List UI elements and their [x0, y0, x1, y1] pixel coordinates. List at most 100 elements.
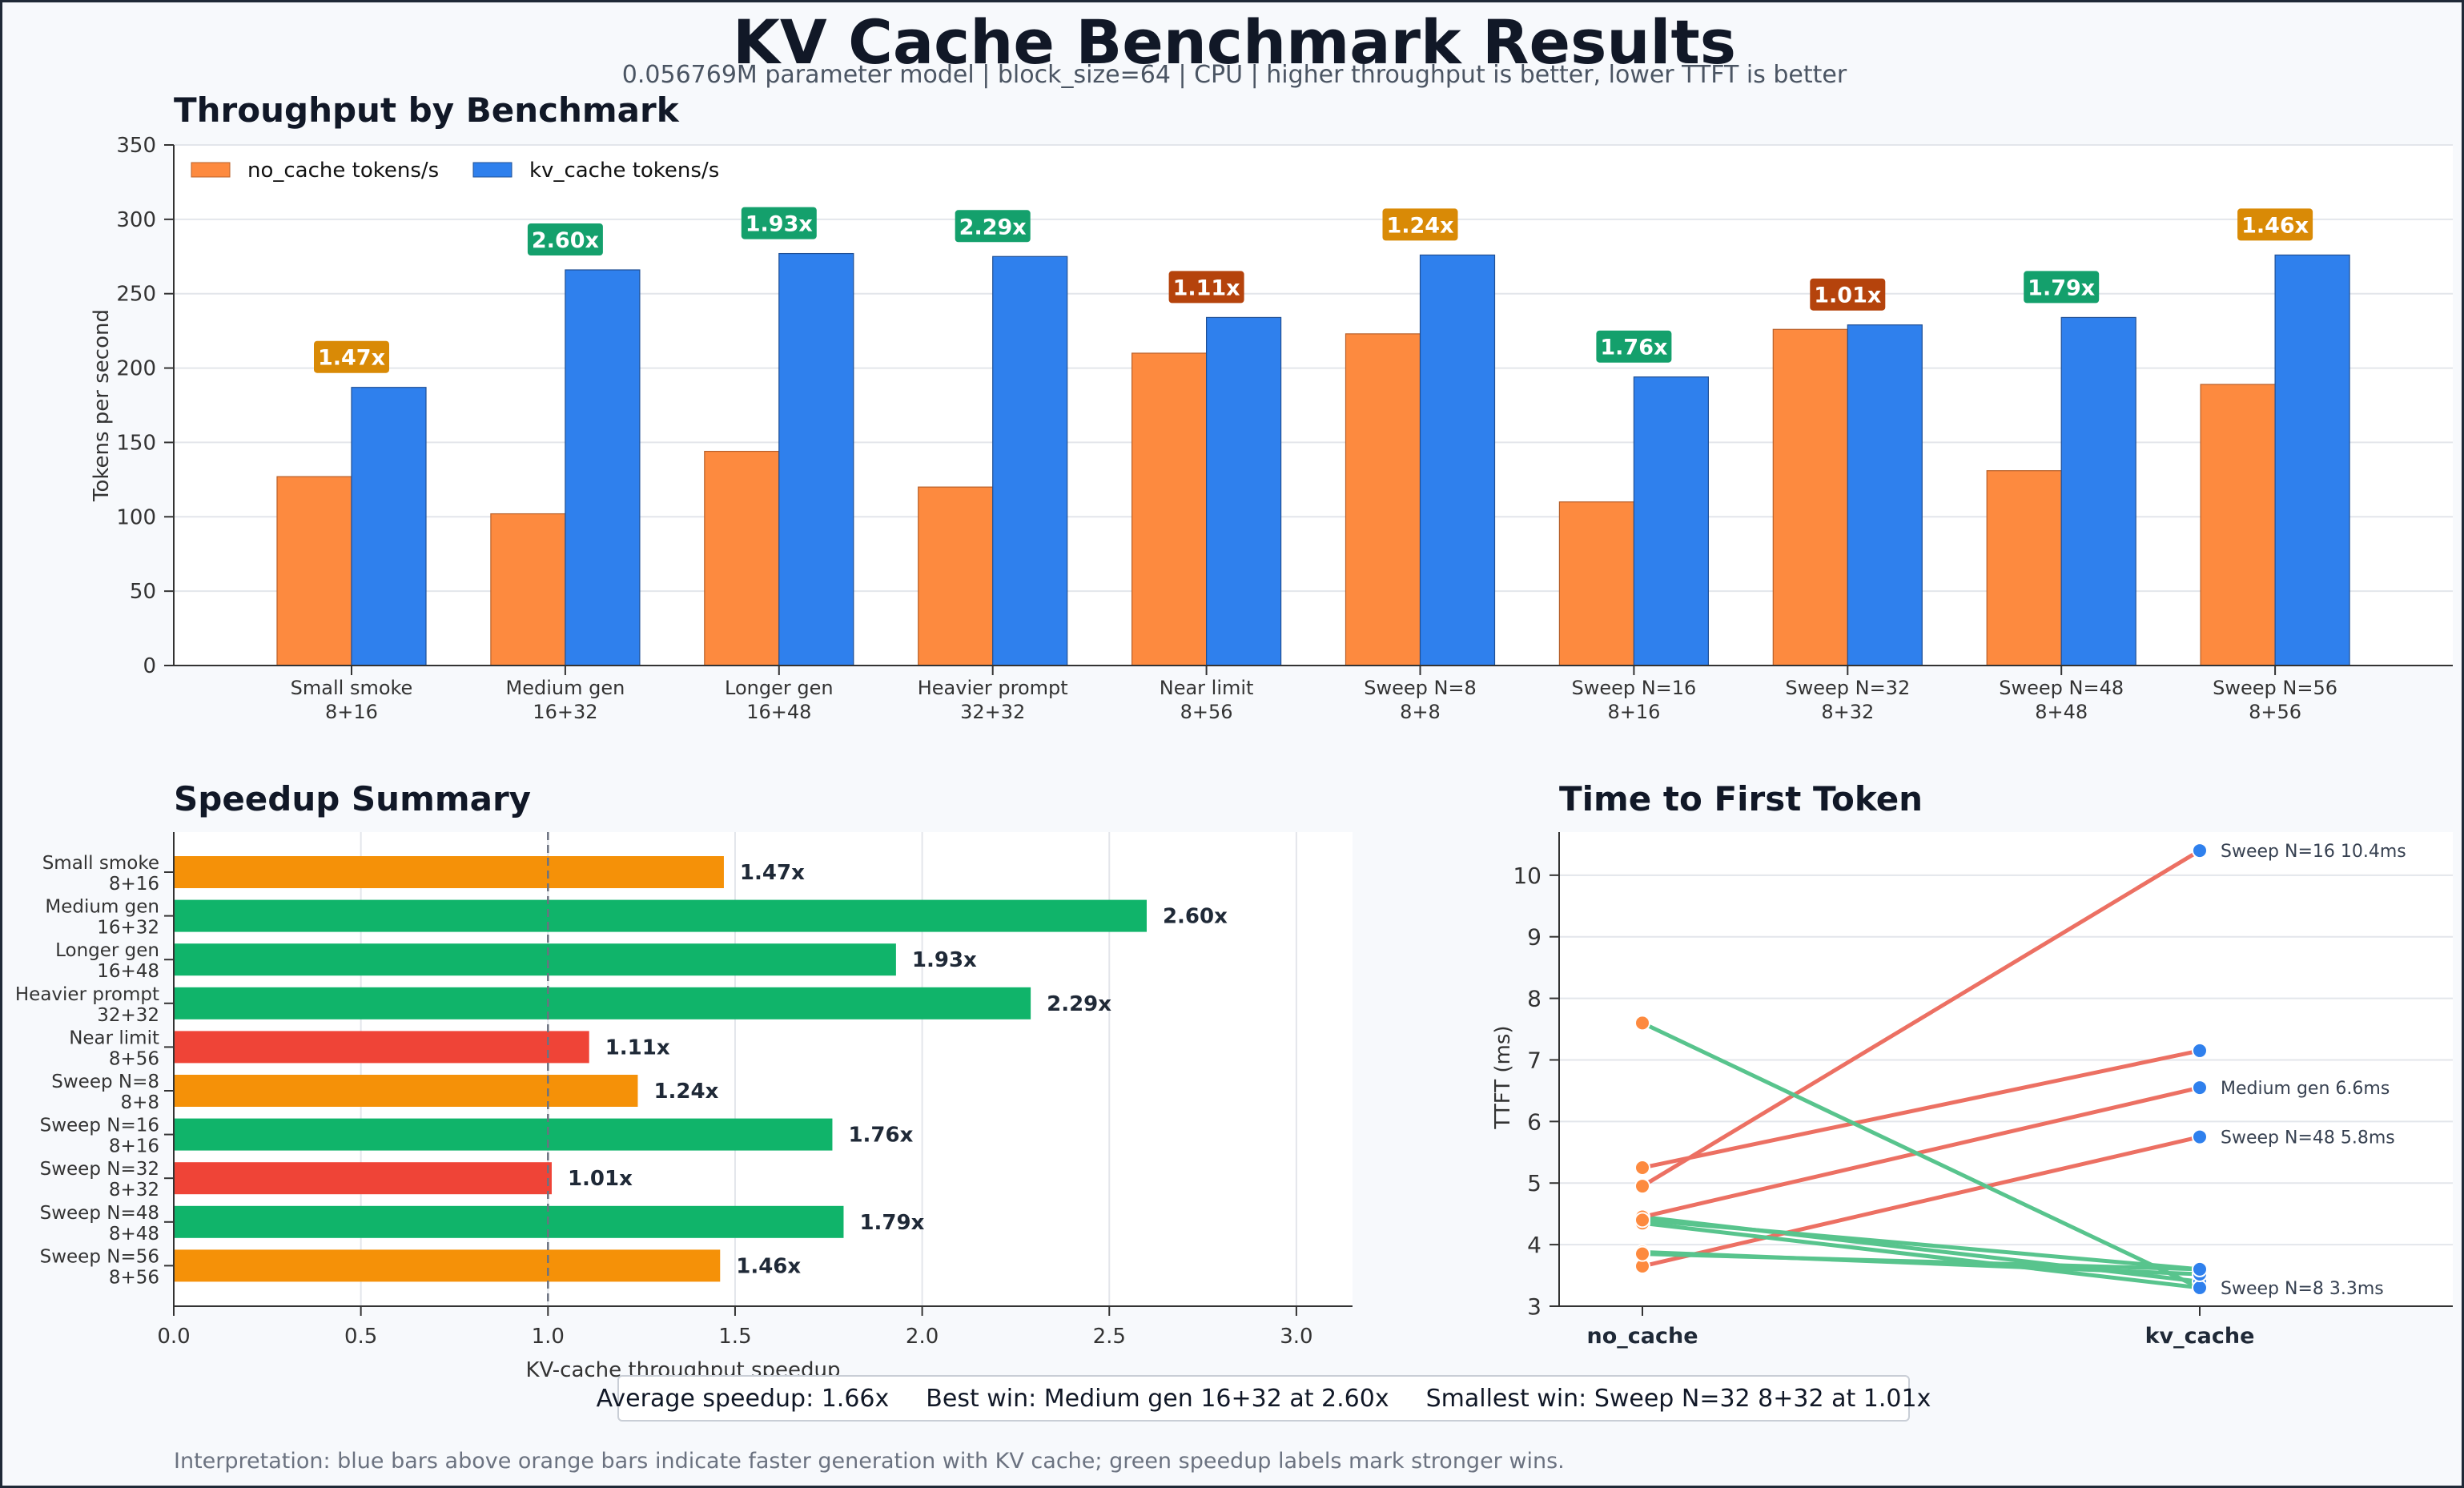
x-tick-label: 0.5 — [344, 1325, 377, 1349]
speedup-annotation-badge — [1810, 278, 1886, 311]
throughput-chart-title: Throughput by Benchmark — [174, 90, 679, 130]
speedup-bar-label: 1.93x — [912, 948, 977, 972]
x-tick-label: Sweep N=48 — [1999, 677, 2124, 699]
x-tick-label: Sweep N=56 — [2213, 677, 2337, 699]
legend-swatch-kv-cache — [472, 162, 512, 178]
speedup-annotation-badge — [741, 207, 817, 239]
x-tick-label: 3.0 — [1280, 1325, 1312, 1349]
kv-cache-point — [2192, 1042, 2208, 1059]
ttft-point-label: Sweep N=16 10.4ms — [2221, 842, 2406, 862]
ttft-line-faster — [1640, 1252, 2202, 1272]
kv-cache-point — [2192, 1279, 2208, 1296]
kv-cache-bar — [565, 269, 641, 666]
x-tick-label: Near limit — [1160, 677, 1254, 699]
ttft-point-label: Sweep N=8 3.3ms — [2221, 1279, 2384, 1299]
speedup-annotation-text: 1.01x — [1814, 284, 1881, 308]
y-tick-label: 8+8 — [120, 1092, 159, 1113]
x-tick-label: 0.0 — [157, 1325, 190, 1349]
speedup-annotation: 1.93x — [741, 207, 817, 239]
interpretation-note: Interpretation: blue bars above orange b… — [174, 1449, 1565, 1474]
y-tick-label: 9 — [1527, 924, 1542, 951]
no-cache-bar — [1345, 333, 1421, 666]
summary-box: Average speedup: 1.66x Best win: Medium … — [597, 1375, 1931, 1422]
y-tick-label: 300 — [116, 208, 156, 232]
y-tick-label: 16+48 — [97, 961, 159, 982]
ttft-line-slower — [1640, 848, 2202, 1188]
speedup-annotation-badge — [2237, 208, 2313, 241]
ttft-plot-area — [1559, 832, 2453, 1306]
speedup-annotation: 1.46x — [2237, 208, 2313, 241]
speedup-annotation: 1.76x — [1596, 330, 1672, 363]
speedup-annotation-badge — [314, 340, 389, 373]
speedup-annotation-text: 1.24x — [1386, 213, 1453, 238]
y-tick-label: 5 — [1527, 1170, 1542, 1196]
x-tick-label: Sweep N=16 — [1571, 677, 1696, 699]
x-tick-label: Heavier prompt — [918, 677, 1068, 699]
kv-cache-bar — [1205, 316, 1282, 666]
no-cache-bar — [918, 486, 994, 666]
speedup-annotation-badge — [527, 223, 603, 255]
y-tick-label: Sweep N=16 — [40, 1116, 159, 1136]
speedup-annotation: 1.11x — [1168, 271, 1244, 304]
y-axis-label: TTFT (ms) — [1491, 1025, 1515, 1129]
y-axis-label: Tokens per second — [90, 309, 114, 502]
speedup-annotation: 1.79x — [2024, 271, 2100, 304]
speedup-annotation-badge — [1168, 271, 1244, 304]
y-tick-label: 8+56 — [109, 1267, 159, 1288]
kv-cache-point — [2192, 1261, 2208, 1277]
y-tick-label: 150 — [116, 431, 156, 455]
speedup-bar — [174, 1205, 844, 1238]
kv-cache-bar — [1633, 376, 1710, 666]
x-tick-label: Longer gen — [725, 677, 834, 699]
speedup-bar-label: 1.47x — [740, 861, 805, 885]
speedup-bar — [174, 1249, 721, 1282]
no-cache-point — [1634, 1160, 1650, 1176]
speedup-bar-label: 2.60x — [1163, 905, 1228, 929]
page-subtitle: 0.056769M parameter model | block_size=6… — [621, 61, 1847, 89]
kv-cache-bar — [778, 252, 854, 666]
x-tick-label: 8+56 — [1180, 701, 1233, 723]
ttft-chart-title: Time to First Token — [1559, 779, 1923, 818]
speedup-bar — [174, 899, 1147, 932]
y-tick-label: Heavier prompt — [15, 984, 159, 1005]
speedup-annotation-text: 1.47x — [318, 346, 385, 371]
speedup-bar — [174, 1075, 638, 1107]
y-tick-label: Sweep N=56 — [40, 1246, 159, 1267]
speedup-annotation-text: 2.29x — [959, 215, 1027, 239]
x-tick-label: 1.5 — [718, 1325, 751, 1349]
speedup-bar — [174, 943, 896, 976]
ttft-point-label: Medium gen 6.6ms — [2221, 1079, 2390, 1099]
speedup-bar-label: 1.79x — [859, 1211, 924, 1235]
speedup-bar — [174, 1031, 589, 1064]
x-tick-label: Medium gen — [505, 677, 625, 699]
y-tick-label: Sweep N=8 — [51, 1072, 159, 1092]
y-tick-label: Small smoke — [42, 853, 159, 874]
speedup-bar — [174, 987, 1031, 1019]
kv-cache-bar — [1847, 324, 1923, 666]
speedup-annotation: 1.47x — [314, 340, 389, 373]
y-tick-label: 3 — [1527, 1293, 1542, 1320]
y-tick-label: Sweep N=48 — [40, 1203, 159, 1224]
y-tick-label: 6 — [1527, 1108, 1542, 1135]
speedup-annotation: 1.01x — [1810, 278, 1886, 311]
kv-cache-point — [2192, 843, 2208, 859]
ttft-line-slower — [1640, 1048, 2202, 1170]
legend-label-kv-cache: kv_cache tokens/s — [529, 159, 719, 183]
y-tick-label: 7 — [1527, 1047, 1542, 1073]
y-tick-label: Medium gen — [45, 897, 159, 918]
x-tick-label: 8+56 — [2249, 701, 2301, 723]
y-tick-label: 350 — [116, 134, 156, 158]
speedup-annotation-badge — [2024, 271, 2100, 304]
kv-cache-bar — [1419, 254, 1496, 666]
y-tick-label: 8+48 — [109, 1224, 159, 1245]
y-tick-label: 4 — [1527, 1232, 1542, 1258]
no-cache-point — [1634, 1178, 1650, 1195]
speedup-bar — [174, 1162, 552, 1195]
speedup-annotation-badge — [1382, 208, 1458, 241]
x-tick-label: 8+16 — [1607, 701, 1660, 723]
throughput-chart: 0 50 100 150 200 250 300 350 Tokens per second Sm… — [90, 134, 2453, 723]
speedup-annotation-badge — [1596, 330, 1672, 363]
x-tick-label: Small smoke — [291, 677, 413, 699]
no-cache-bar — [2200, 384, 2276, 666]
speedup-annotation-text: 1.11x — [1173, 275, 1240, 300]
